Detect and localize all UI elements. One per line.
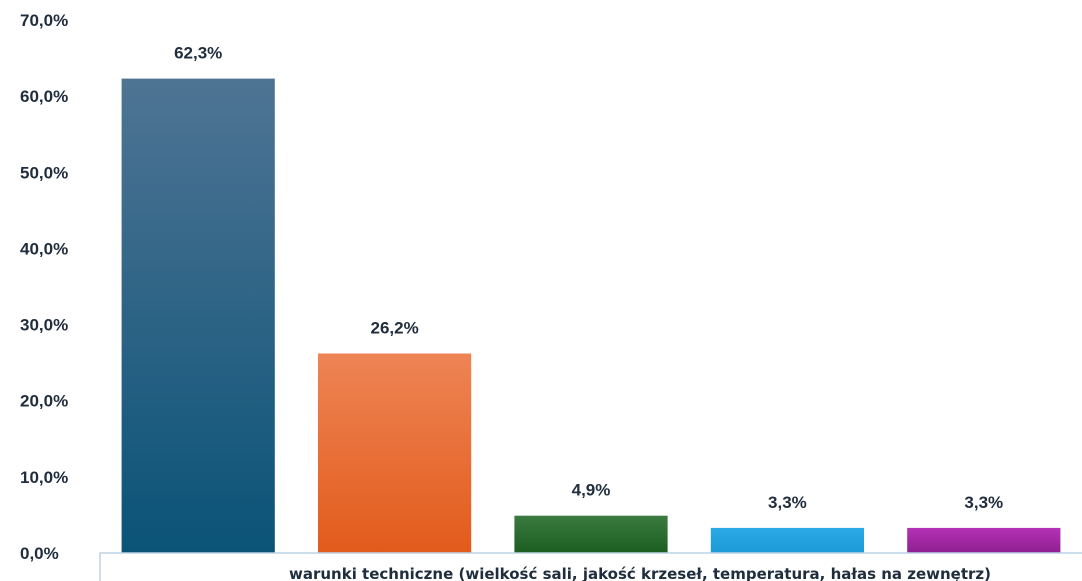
data-labels: 62,3% 26,2% 4,9% 3,3% 3,3% — [174, 44, 1003, 512]
bar — [907, 527, 1061, 553]
y-tick-label: 0,0% — [20, 544, 59, 563]
bars — [121, 78, 1061, 553]
x-category-label: warunki techniczne (wielkość sali, jakoś… — [289, 565, 991, 581]
bar — [318, 353, 472, 553]
bar — [514, 515, 668, 553]
bar-value-label: 3,3% — [768, 493, 807, 512]
y-tick-label: 30,0% — [20, 316, 68, 335]
y-tick-label: 70,0% — [20, 11, 68, 30]
bar-value-label: 4,9% — [572, 481, 611, 500]
x-axis-line — [99, 552, 1082, 581]
y-tick-label: 10,0% — [20, 468, 68, 487]
bar-value-label: 62,3% — [174, 44, 222, 63]
y-tick-label: 50,0% — [20, 163, 68, 182]
bar-value-label: 26,2% — [370, 319, 418, 338]
y-axis-ticks: 0,0% 10,0% 20,0% 30,0% 40,0% 50,0% 60,0% 70,0% — [20, 11, 68, 563]
bar-value-label: 3,3% — [964, 493, 1003, 512]
bar — [121, 78, 275, 553]
y-tick-label: 40,0% — [20, 239, 68, 258]
y-tick-label: 20,0% — [20, 392, 68, 411]
bar — [710, 527, 864, 553]
y-tick-label: 60,0% — [20, 87, 68, 106]
